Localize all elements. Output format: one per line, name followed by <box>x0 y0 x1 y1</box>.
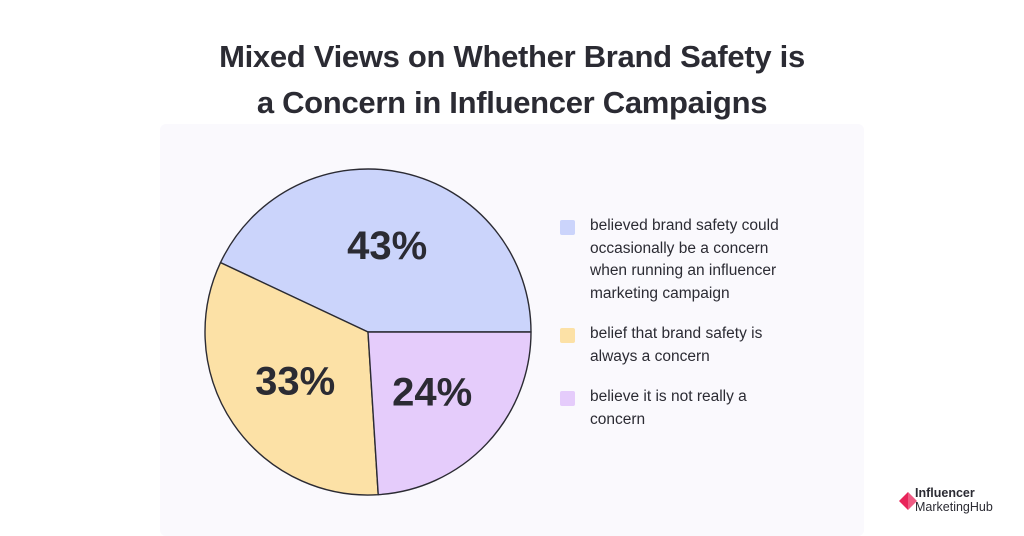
legend-label-line: believed brand safety could <box>590 217 779 234</box>
chart-legend: believed brand safety could occasionally… <box>560 215 820 449</box>
legend-item-occasionally-concern: believed brand safety could occasionally… <box>560 215 820 305</box>
pie-slice-33 <box>204 261 379 496</box>
chart-title-line-2: a Concern in Influencer Campaigns <box>256 85 768 120</box>
legend-label-line: concern <box>590 410 646 428</box>
pie-slice-24 <box>367 331 532 496</box>
legend-label-line: belief that brand safety is <box>590 325 763 342</box>
pie-slice-label: 33% <box>255 359 335 403</box>
pie-slices <box>204 168 532 496</box>
logo-line-1: Influencer <box>915 486 975 500</box>
legend-label-line: when running an influencer <box>590 262 777 279</box>
logo-text: Influencer MarketingHub <box>915 486 993 514</box>
chart-title: Mixed Views on Whether Brand Safety is a… <box>0 34 1024 126</box>
pie-slice-43 <box>219 168 532 333</box>
legend-item-not-really-concern: believe it is not really a concern <box>560 386 820 431</box>
legend-swatch <box>560 328 575 343</box>
legend-label-line: occasionally be a concern <box>590 239 769 257</box>
legend-label-line: believe it is not really a <box>590 388 747 405</box>
logo-mark-icon <box>899 492 917 510</box>
pie-slice-label: 24% <box>392 370 472 414</box>
pie-slice-label: 43% <box>347 224 427 268</box>
logo-line-2: MarketingHub <box>915 500 993 514</box>
legend-swatch <box>560 220 575 235</box>
pie-labels: 43% 33% 24% <box>255 224 472 414</box>
legend-label-line: marketing campaign <box>590 284 730 302</box>
chart-title-line-1: Mixed Views on Whether Brand Safety is <box>219 39 805 74</box>
influencer-marketing-hub-logo: Influencer MarketingHub <box>897 484 1017 518</box>
legend-label-line: always a concern <box>590 347 710 365</box>
legend-item-always-concern: belief that brand safety is always a con… <box>560 323 820 368</box>
legend-swatch <box>560 391 575 406</box>
